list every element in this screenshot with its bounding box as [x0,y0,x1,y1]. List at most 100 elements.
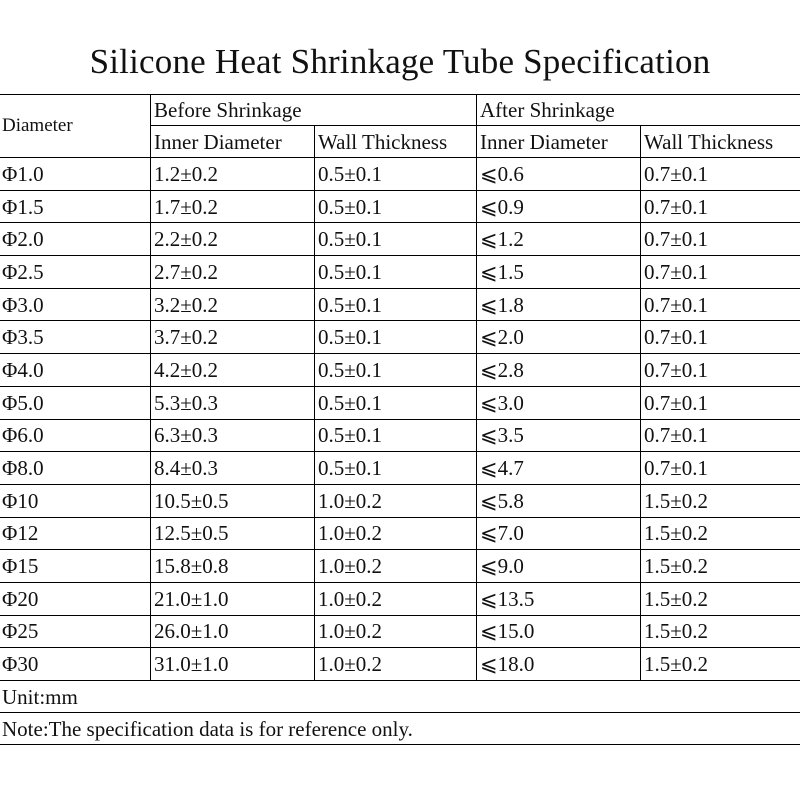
cell-before-inner-diameter: 3.7±0.2 [150,320,315,355]
unit-note: Unit:mm [0,680,800,713]
cell-before-wall-thickness: 0.5±0.1 [313,353,478,387]
table-row: Φ10 10.5±0.5 1.0±0.2 ⩽5.8 1.5±0.2 [0,483,800,518]
cell-before-inner-diameter: 31.0±1.0 [150,647,315,681]
cell-after-inner-diameter: ⩽0.9 [476,189,642,224]
cell-after-wall-thickness: 1.5±0.2 [640,647,800,681]
table-row: Φ15 15.8±0.8 1.0±0.2 ⩽9.0 1.5±0.2 [0,549,800,583]
cell-diameter: Φ1.5 [0,189,151,224]
cell-before-wall-thickness: 0.5±0.1 [313,157,478,191]
cell-diameter: Φ5.0 [0,385,151,420]
cell-diameter: Φ4.0 [0,353,151,387]
cell-after-wall-thickness: 0.7±0.1 [640,222,800,257]
cell-before-wall-thickness: 1.0±0.2 [313,647,478,681]
cell-diameter: Φ30 [0,647,151,681]
table-row: Φ30 31.0±1.0 1.0±0.2 ⩽18.0 1.5±0.2 [0,647,800,681]
spec-table-footer: Unit:mm Note:The specification data is f… [0,680,800,745]
cell-after-inner-diameter: ⩽1.2 [476,222,642,257]
cell-after-inner-diameter: ⩽5.8 [476,483,642,518]
cell-before-inner-diameter: 8.4±0.3 [150,451,315,485]
cell-before-inner-diameter: 2.7±0.2 [150,255,315,289]
cell-diameter: Φ12 [0,516,151,551]
cell-before-wall-thickness: 0.5±0.1 [313,385,478,420]
cell-after-wall-thickness: 0.7±0.1 [640,157,800,191]
table-row: Φ8.0 8.4±0.3 0.5±0.1 ⩽4.7 0.7±0.1 [0,451,800,485]
header-sub-row: Inner Diameter Wall Thickness Inner Diam… [0,125,800,158]
header-diameter: Diameter [0,94,151,158]
cell-after-wall-thickness: 0.7±0.1 [640,418,800,453]
cell-after-inner-diameter: ⩽3.0 [476,385,642,420]
cell-after-inner-diameter: ⩽13.5 [476,581,642,616]
cell-before-inner-diameter: 6.3±0.3 [150,418,315,453]
table-row: Φ20 21.0±1.0 1.0±0.2 ⩽13.5 1.5±0.2 [0,581,800,616]
cell-before-wall-thickness: 0.5±0.1 [313,320,478,355]
cell-after-inner-diameter: ⩽9.0 [476,549,642,583]
cell-diameter: Φ1.0 [0,157,151,191]
cell-diameter: Φ3.0 [0,287,151,322]
cell-before-wall-thickness: 1.0±0.2 [313,549,478,583]
cell-after-wall-thickness: 1.5±0.2 [640,581,800,616]
cell-after-inner-diameter: ⩽7.0 [476,516,642,551]
cell-before-wall-thickness: 1.0±0.2 [313,516,478,551]
table-row: Φ6.0 6.3±0.3 0.5±0.1 ⩽3.5 0.7±0.1 [0,418,800,453]
cell-before-inner-diameter: 26.0±1.0 [150,614,315,649]
cell-diameter: Φ6.0 [0,418,151,453]
cell-before-inner-diameter: 4.2±0.2 [150,353,315,387]
cell-diameter: Φ2.0 [0,222,151,257]
cell-after-inner-diameter: ⩽15.0 [476,614,642,649]
cell-before-wall-thickness: 1.0±0.2 [313,581,478,616]
cell-before-inner-diameter: 1.2±0.2 [150,157,315,191]
note-row: Note:The specification data is for refer… [0,712,800,745]
cell-after-wall-thickness: 0.7±0.1 [640,385,800,420]
header-before-wall-thickness: Wall Thickness [313,125,478,158]
table-row: Φ1.0 1.2±0.2 0.5±0.1 ⩽0.6 0.7±0.1 [0,157,800,191]
cell-after-wall-thickness: 0.7±0.1 [640,353,800,387]
cell-after-wall-thickness: 1.5±0.2 [640,516,800,551]
cell-before-inner-diameter: 3.2±0.2 [150,287,315,322]
header-after-wall-thickness: Wall Thickness [640,125,800,158]
cell-after-wall-thickness: 0.7±0.1 [640,189,800,224]
cell-before-wall-thickness: 0.5±0.1 [313,255,478,289]
header-after-shrinkage: After Shrinkage [476,94,800,126]
table-row: Φ3.5 3.7±0.2 0.5±0.1 ⩽2.0 0.7±0.1 [0,320,800,355]
cell-after-inner-diameter: ⩽3.5 [476,418,642,453]
cell-diameter: Φ2.5 [0,255,151,289]
cell-before-inner-diameter: 5.3±0.3 [150,385,315,420]
cell-after-inner-diameter: ⩽1.5 [476,255,642,289]
spec-table-body: Φ1.0 1.2±0.2 0.5±0.1 ⩽0.6 0.7±0.1 Φ1.5 1.7±0.2… [0,157,800,681]
cell-before-inner-diameter: 2.2±0.2 [150,222,315,257]
cell-before-inner-diameter: 12.5±0.5 [150,516,315,551]
table-row: Φ2.0 2.2±0.2 0.5±0.1 ⩽1.2 0.7±0.1 [0,222,800,257]
cell-before-inner-diameter: 21.0±1.0 [150,581,315,616]
cell-before-wall-thickness: 1.0±0.2 [313,614,478,649]
cell-after-wall-thickness: 1.5±0.2 [640,549,800,583]
cell-diameter: Φ10 [0,483,151,518]
cell-before-wall-thickness: 0.5±0.1 [313,222,478,257]
reference-note: Note:The specification data is for refer… [0,712,800,745]
header-group-row: Diameter Before Shrinkage After Shrinkag… [0,94,800,158]
cell-before-wall-thickness: 0.5±0.1 [313,418,478,453]
table-row: Φ2.5 2.7±0.2 0.5±0.1 ⩽1.5 0.7±0.1 [0,255,800,289]
cell-after-inner-diameter: ⩽4.7 [476,451,642,485]
table-row: Φ25 26.0±1.0 1.0±0.2 ⩽15.0 1.5±0.2 [0,614,800,649]
header-after-inner-diameter: Inner Diameter [476,125,642,158]
cell-after-wall-thickness: 0.7±0.1 [640,255,800,289]
table-row: Φ4.0 4.2±0.2 0.5±0.1 ⩽2.8 0.7±0.1 [0,353,800,387]
cell-after-wall-thickness: 0.7±0.1 [640,320,800,355]
cell-after-wall-thickness: 0.7±0.1 [640,287,800,322]
header-before-inner-diameter: Inner Diameter [150,125,315,158]
cell-before-wall-thickness: 0.5±0.1 [313,287,478,322]
table-row: Φ1.5 1.7±0.2 0.5±0.1 ⩽0.9 0.7±0.1 [0,189,800,224]
unit-row: Unit:mm [0,680,800,713]
spec-table-header: Diameter Before Shrinkage After Shrinkag… [0,94,800,158]
cell-diameter: Φ3.5 [0,320,151,355]
cell-diameter: Φ8.0 [0,451,151,485]
cell-after-wall-thickness: 0.7±0.1 [640,451,800,485]
table-row: Φ5.0 5.3±0.3 0.5±0.1 ⩽3.0 0.7±0.1 [0,385,800,420]
spec-table: Diameter Before Shrinkage After Shrinkag… [0,94,800,745]
cell-after-inner-diameter: ⩽1.8 [476,287,642,322]
cell-diameter: Φ25 [0,614,151,649]
cell-after-inner-diameter: ⩽2.8 [476,353,642,387]
cell-before-inner-diameter: 1.7±0.2 [150,189,315,224]
cell-after-wall-thickness: 1.5±0.2 [640,614,800,649]
cell-after-inner-diameter: ⩽18.0 [476,647,642,681]
